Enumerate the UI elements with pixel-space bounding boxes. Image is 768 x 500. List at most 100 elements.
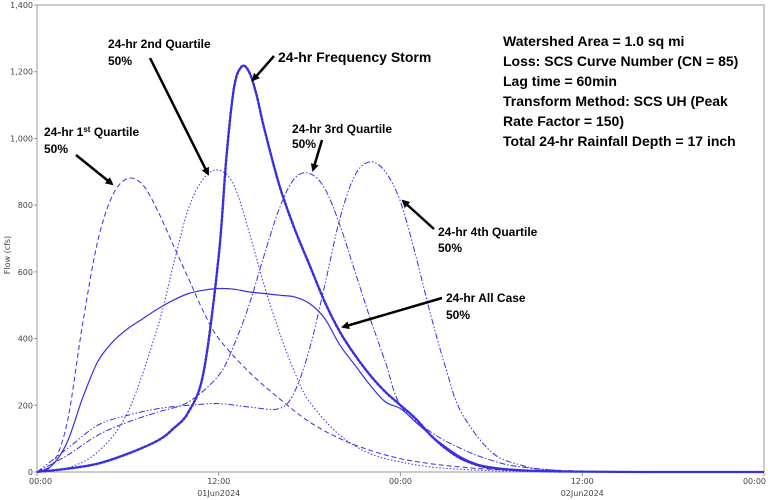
series-line-24-hr-3rd-quartile xyxy=(36,172,765,473)
frequency-storm-point xyxy=(324,302,328,306)
frequency-storm-point xyxy=(154,440,158,443)
frequency-storm-point xyxy=(219,227,223,230)
frequency-storm-point xyxy=(223,175,227,178)
y-tick-label: 800 xyxy=(18,201,33,210)
frequency-storm-point xyxy=(313,277,317,280)
x-tick-time-label: 00:00 xyxy=(743,477,766,486)
y-tick-label: 1,400 xyxy=(10,1,33,10)
frequency-storm-point xyxy=(158,438,161,441)
frequency-storm-point xyxy=(182,417,186,421)
frequency-storm-point xyxy=(87,464,90,467)
frequency-storm-point xyxy=(281,195,285,198)
frequency-storm-point xyxy=(268,148,272,152)
frequency-storm-point xyxy=(388,394,391,397)
frequency-storm-point xyxy=(284,202,287,206)
frequency-storm-point xyxy=(326,306,329,310)
frequency-storm-point xyxy=(168,431,171,434)
frequency-storm-point xyxy=(296,236,300,239)
frequency-storm-point xyxy=(224,159,228,162)
frequency-storm-point xyxy=(316,284,320,288)
frequency-storm-point xyxy=(208,330,212,334)
x-axis-ticks: 00:00 12:00 01Jun2024 00:00 12:00 02Jun2024 00… xyxy=(29,472,766,498)
frequency-storm-point xyxy=(222,187,226,190)
frequency-storm-point xyxy=(385,391,388,395)
frequency-storm-point xyxy=(221,203,225,206)
frequency-storm-point xyxy=(234,75,238,79)
frequency-storm-point xyxy=(343,338,346,341)
frequency-storm-point xyxy=(214,282,217,286)
frequency-storm-point xyxy=(248,71,251,75)
annotation-all-case: 24-hr All Case 50% xyxy=(341,291,526,330)
frequency-storm-point xyxy=(234,79,237,83)
frequency-storm-point xyxy=(125,452,129,456)
frequency-storm-point xyxy=(354,354,357,358)
frequency-storm-point xyxy=(273,168,277,171)
arrow-third-quartile xyxy=(310,139,324,172)
frequency-storm-point xyxy=(310,269,314,273)
frequency-storm-point xyxy=(211,310,214,314)
frequency-storm-point xyxy=(319,291,323,295)
frequency-storm-point xyxy=(315,280,318,284)
frequency-storm-point xyxy=(335,324,338,327)
frequency-storm-point xyxy=(218,239,222,242)
frequency-storm-point xyxy=(394,399,397,403)
frequency-storm-point xyxy=(282,198,286,202)
frequency-storm-point xyxy=(218,247,221,250)
frequency-storm-point xyxy=(59,468,63,471)
frequency-storm-point xyxy=(225,147,229,150)
frequency-storm-point xyxy=(226,139,230,142)
frequency-storm-point xyxy=(275,175,279,179)
frequency-storm-point xyxy=(368,373,372,377)
x-tick-time-label: 00:00 xyxy=(29,477,52,486)
frequency-storm-point xyxy=(293,228,297,232)
plot-frame xyxy=(36,4,765,473)
frequency-storm-point xyxy=(280,191,283,194)
frequency-storm-point xyxy=(267,145,271,148)
frequency-storm-point xyxy=(252,82,255,86)
arrow-frequency-storm xyxy=(251,55,275,82)
info-line-rainfall-depth: Total 24-hr Rainfall Depth = 17 inch xyxy=(503,133,736,149)
frequency-storm-point xyxy=(199,381,203,385)
series-layer xyxy=(36,64,765,474)
frequency-storm-point xyxy=(262,125,266,129)
frequency-storm-point xyxy=(224,163,228,166)
frequency-storm-point xyxy=(299,243,303,247)
frequency-storm-point xyxy=(189,407,192,410)
frequency-storm-point xyxy=(363,367,367,371)
frequency-storm-point xyxy=(173,425,177,429)
frequency-storm-point xyxy=(223,183,226,186)
frequency-storm-point xyxy=(258,106,261,109)
frequency-storm-point xyxy=(133,449,136,453)
frequency-storm-point xyxy=(228,119,232,122)
frequency-storm-point xyxy=(91,463,94,467)
frequency-storm-point xyxy=(136,448,140,452)
frequency-storm-point xyxy=(371,376,375,380)
frequency-storm-point xyxy=(322,299,326,302)
frequency-storm-point xyxy=(227,131,230,134)
frequency-storm-point xyxy=(225,151,229,154)
frequency-storm-point xyxy=(277,183,281,187)
annotation-all-case-title: 24-hr All Case xyxy=(446,291,526,305)
frequency-storm-point xyxy=(397,402,400,405)
annotation-fourth-quartile-percent: 50% xyxy=(438,241,462,255)
frequency-storm-point xyxy=(220,215,224,218)
frequency-storm-point xyxy=(337,327,340,331)
frequency-storm-point xyxy=(304,254,308,258)
frequency-storm-point xyxy=(456,455,459,459)
frequency-storm-point xyxy=(180,420,183,424)
frequency-storm-point xyxy=(257,102,260,105)
frequency-storm-point xyxy=(208,334,211,338)
frequency-storm-point xyxy=(249,75,253,78)
frequency-storm-point xyxy=(240,65,243,68)
frequency-storm-point xyxy=(212,298,216,302)
arrow-second-quartile xyxy=(148,57,210,176)
frequency-storm-point xyxy=(274,172,278,175)
frequency-storm-point xyxy=(415,418,418,421)
frequency-storm-point xyxy=(200,377,204,381)
frequency-storm-point xyxy=(216,262,220,266)
frequency-storm-point xyxy=(201,373,205,377)
frequency-storm-point xyxy=(318,288,321,291)
frequency-storm-point xyxy=(198,385,202,389)
frequency-storm-point xyxy=(246,68,249,71)
frequency-storm-point xyxy=(259,110,262,113)
